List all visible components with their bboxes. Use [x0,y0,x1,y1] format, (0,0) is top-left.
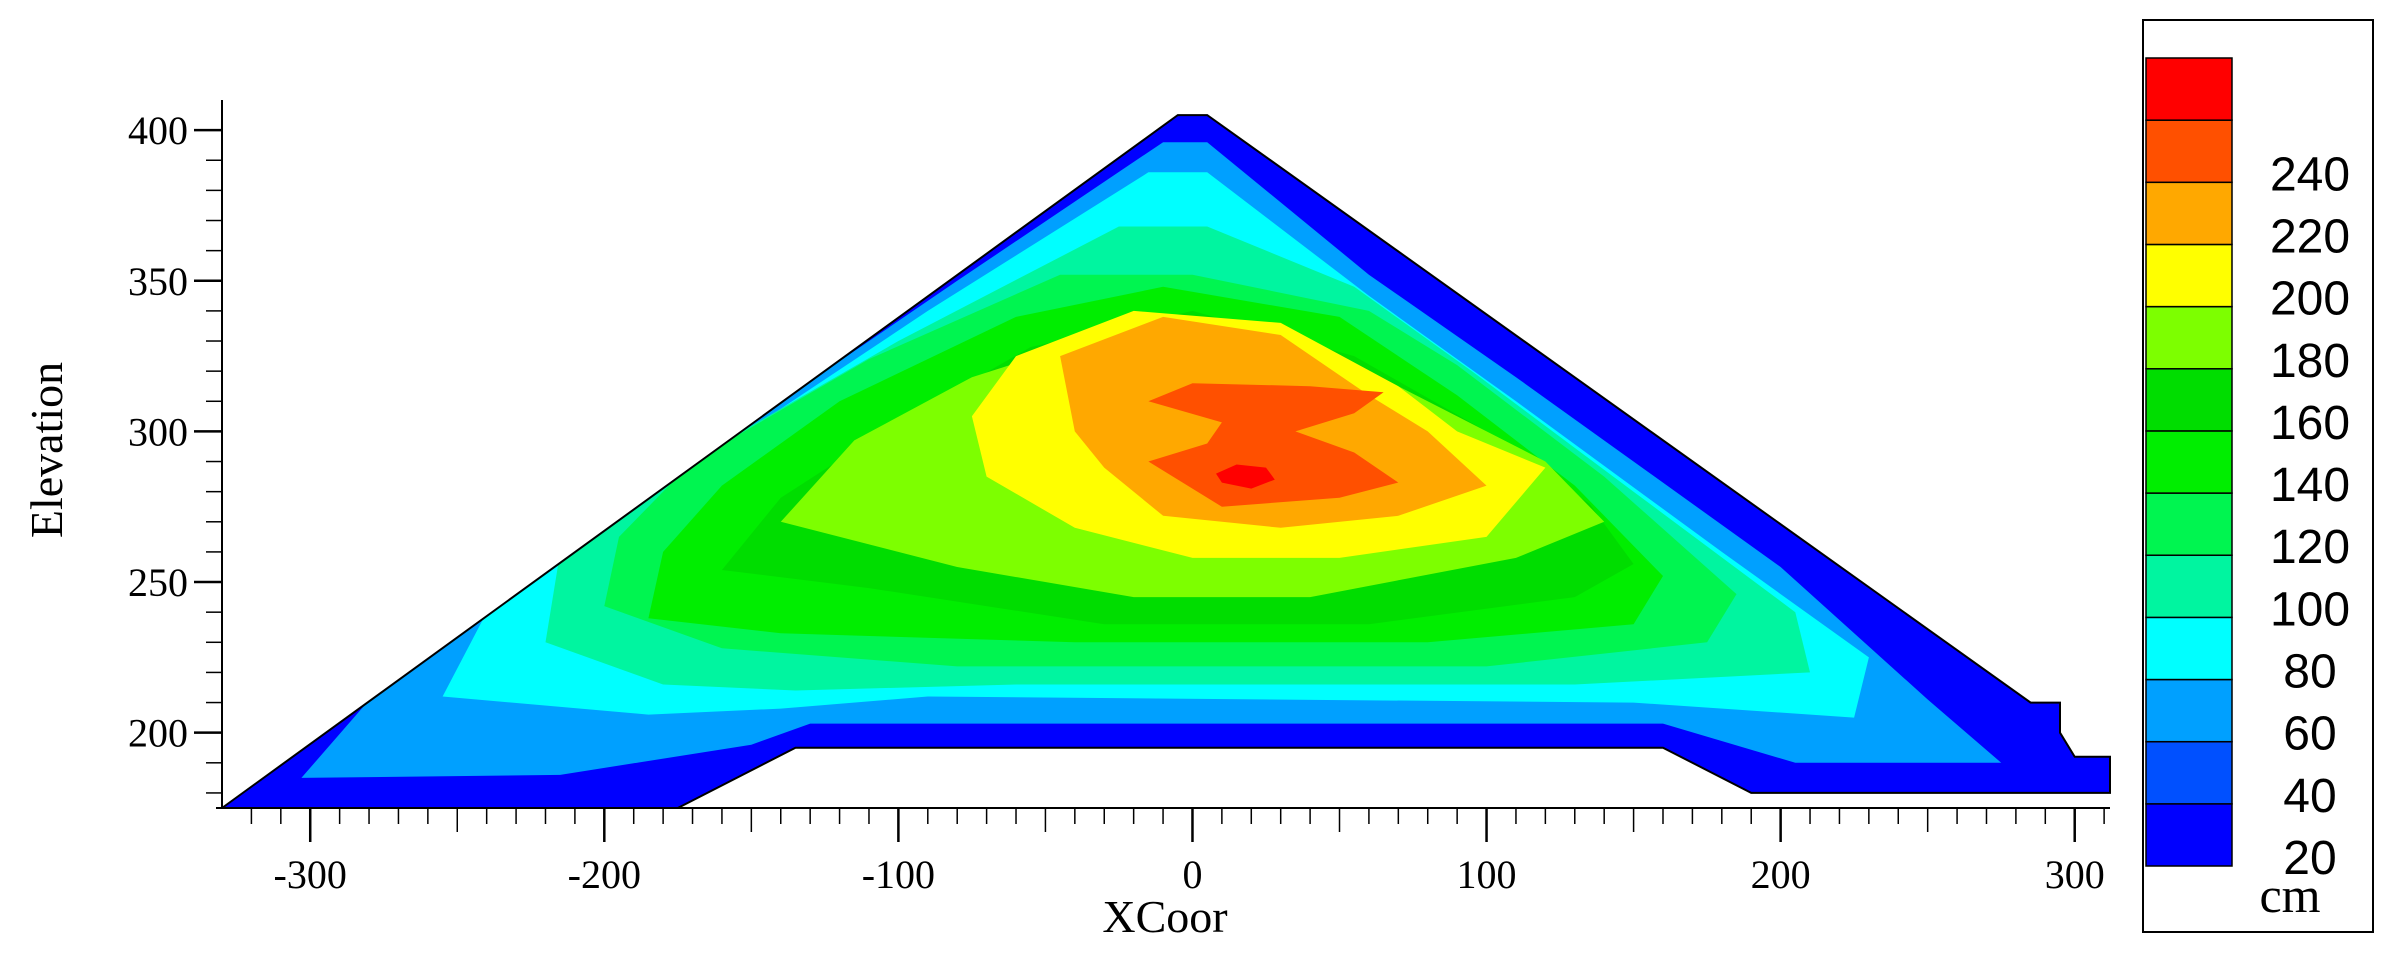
legend-swatch [2145,554,2233,619]
x-tick-label: -100 [862,852,935,897]
legend-level-label: 240 [2270,148,2350,201]
x-tick-label: 0 [1182,852,1202,897]
legend-level-label: 160 [2270,397,2350,450]
x-tick-label: 300 [2045,852,2105,897]
axes: -300 -200 -100 0 100 200 300 200 250 300 350 400 [128,100,2110,897]
legend-level-label: 80 [2283,646,2336,699]
x-axis-title: XCoor [1102,891,1227,942]
legend-swatch [2145,243,2233,308]
legend-swatch [2145,57,2233,121]
legend-level-label: 220 [2270,210,2350,263]
y-axis-title: Elevation [21,362,72,538]
colorbar-legend: 20 40 60 80 100 120 140 160 180 200 220 240 cm [2142,19,2374,933]
legend-level-label: 180 [2270,335,2350,388]
x-tick-label: -200 [568,852,641,897]
legend-swatch [2145,803,2233,867]
legend-swatch [2145,119,2233,184]
legend-level-label: 140 [2270,459,2350,512]
y-tick-label: 250 [128,560,188,605]
legend-swatch [2145,678,2233,743]
legend-swatch [2145,492,2233,556]
legend-labels: 20 40 60 80 100 120 140 160 180 200 220 240 [2270,148,2350,885]
legend-level-label: 60 [2283,708,2336,761]
contour-bands [222,115,2110,809]
plot-area [218,114,2111,809]
y-tick-label: 350 [128,259,188,304]
x-tick-label: -300 [274,852,347,897]
legend-swatch [2145,181,2233,246]
x-tick-label: 100 [1457,852,1517,897]
legend-swatch [2145,740,2233,805]
legend-swatch [2145,430,2233,494]
y-tick-label: 300 [128,409,188,454]
legend-level-label: 40 [2283,770,2336,823]
dam-outline [218,114,2111,809]
y-tick-label: 400 [128,108,188,153]
y-tick-label: 200 [128,711,188,756]
legend-unit: cm [2259,867,2320,923]
legend-swatch [2145,368,2233,432]
x-tick-label: 200 [1751,852,1811,897]
legend-level-label: 120 [2270,521,2350,574]
legend-swatches [2145,57,2233,867]
legend-level-label: 100 [2270,583,2350,636]
legend-swatch [2145,305,2233,370]
legend-level-label: 200 [2270,273,2350,326]
contour-band-220 [1148,383,1399,507]
contour-band-240 [1216,464,1275,489]
legend-level-label: 20 [2283,832,2336,885]
legend-swatch [2145,616,2233,681]
